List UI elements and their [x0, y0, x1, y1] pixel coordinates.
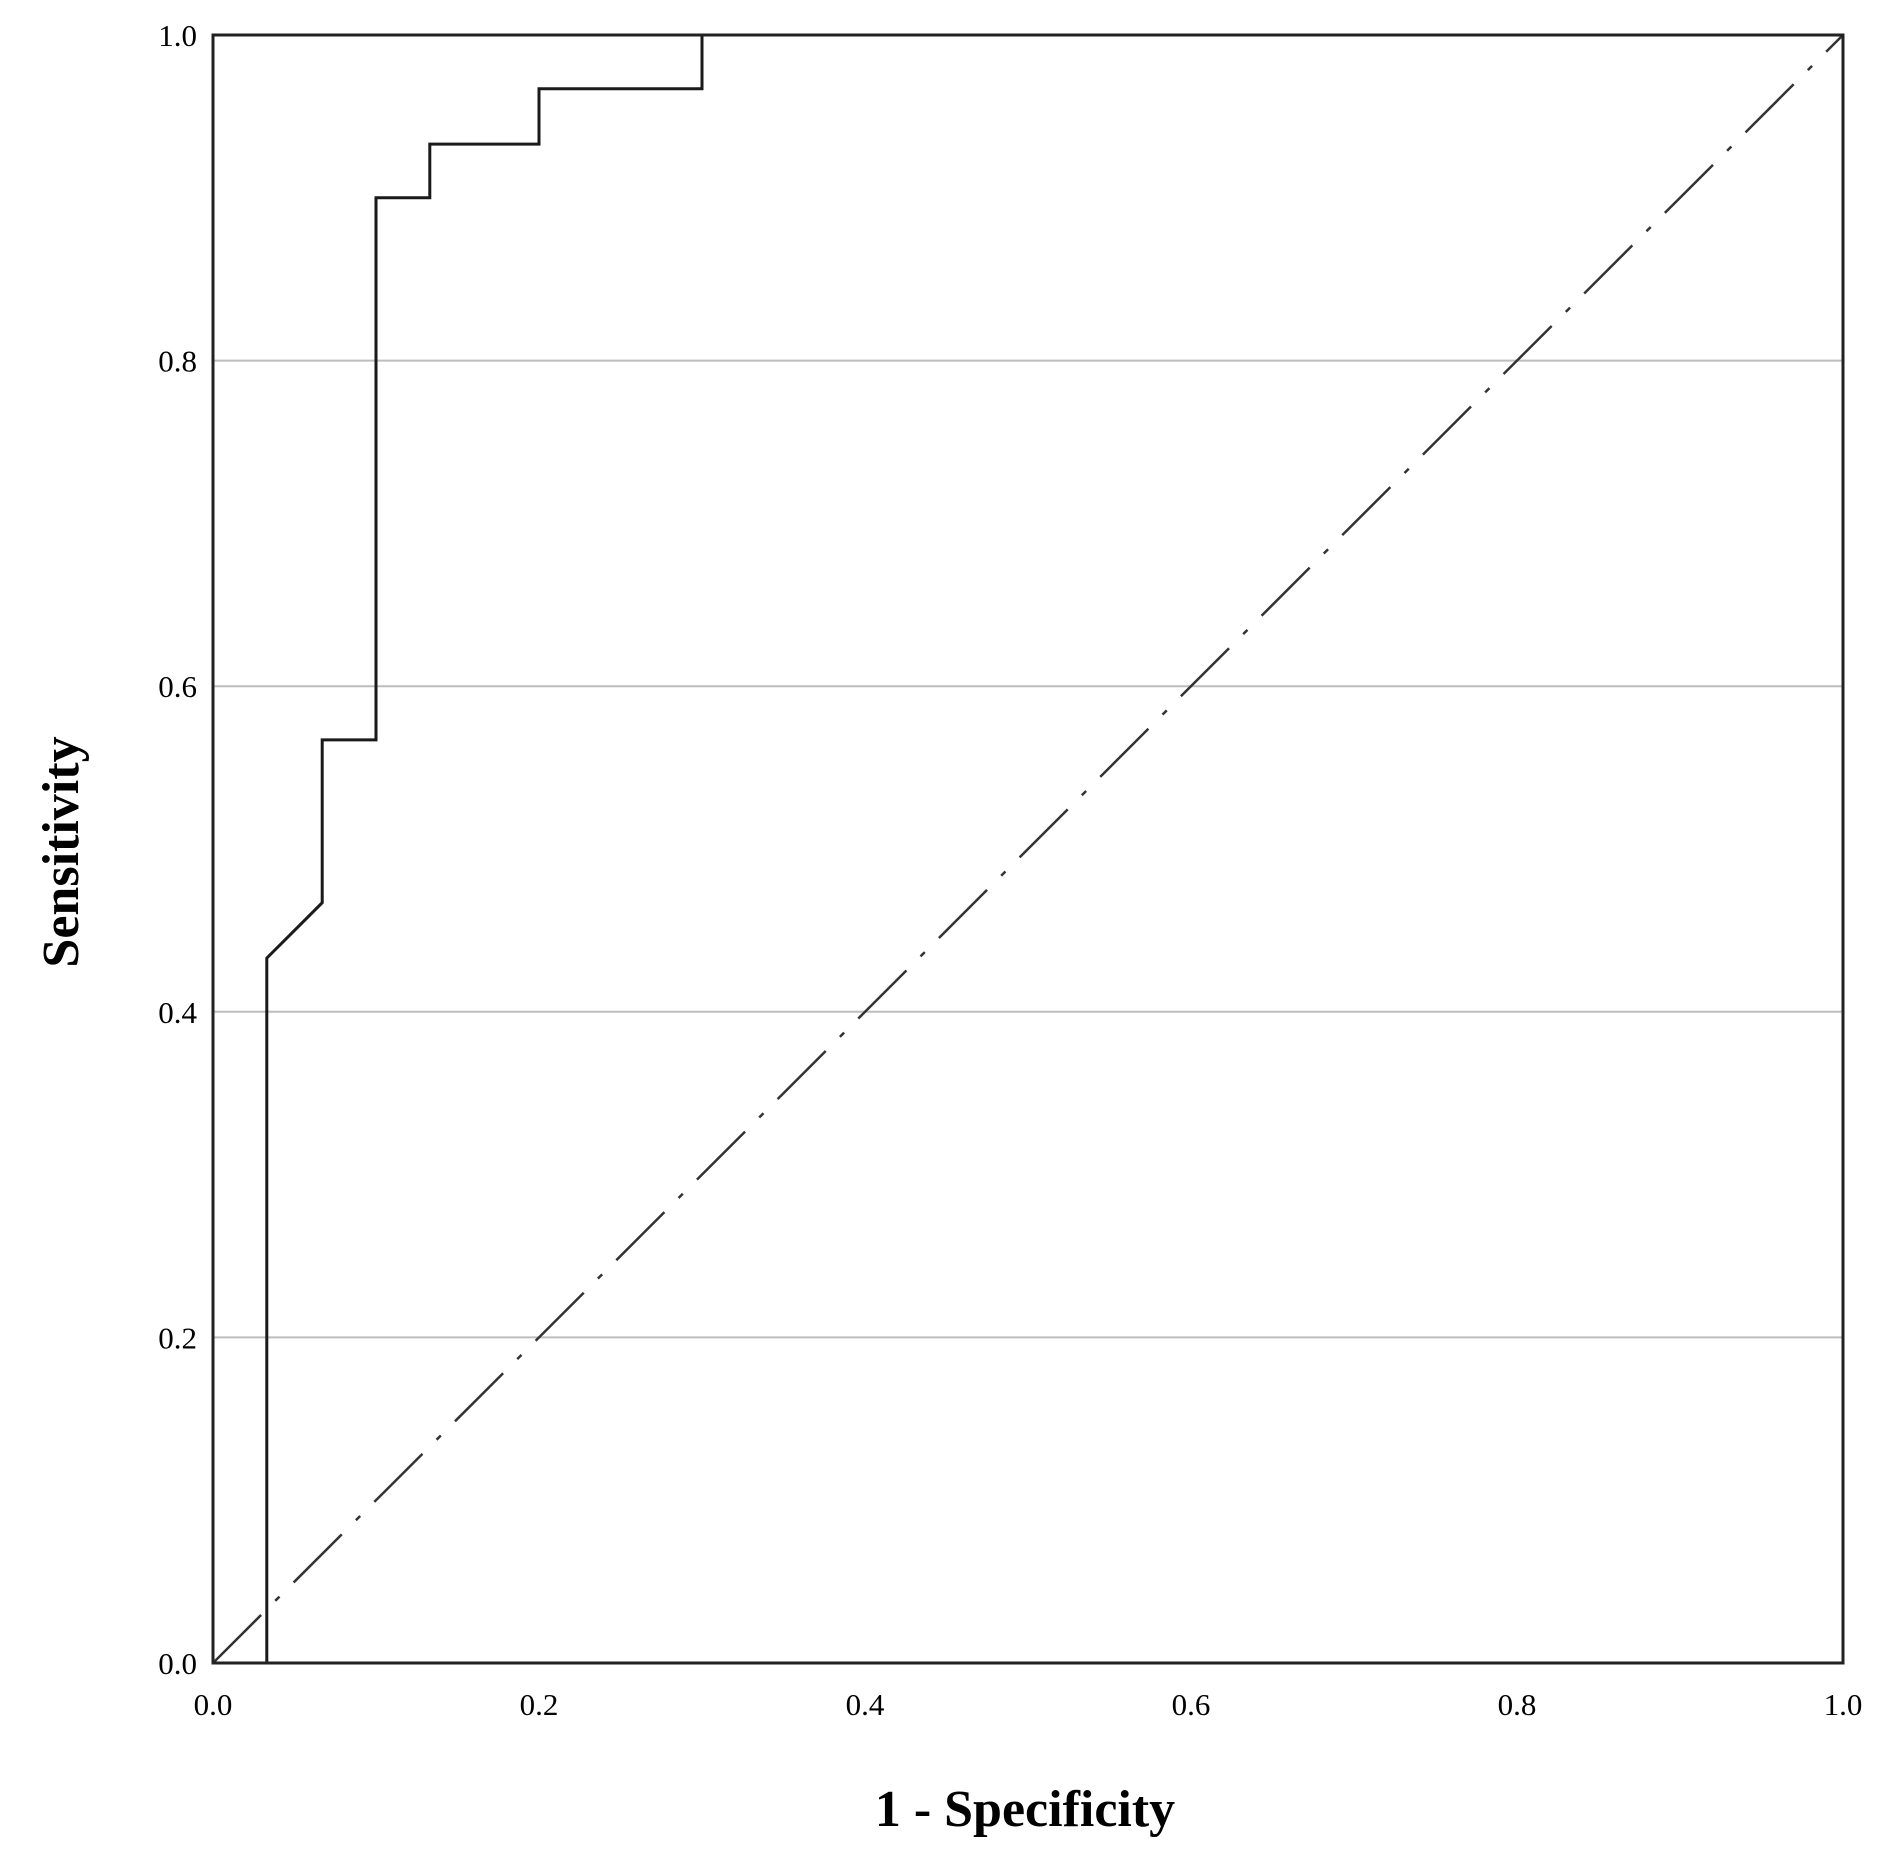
y-tick-label-1: 0.2 — [158, 1320, 197, 1355]
x-tick-label-3: 0.6 — [1172, 1687, 1211, 1722]
x-tick-label-2: 0.4 — [846, 1687, 885, 1722]
x-tick-label-5: 1.0 — [1824, 1687, 1863, 1722]
plot-frame — [211, 33, 1845, 1665]
series-group — [212, 33, 1844, 1665]
x-tick-labels: 0.0 0.2 0.4 0.6 0.8 1.0 — [194, 1687, 1863, 1722]
x-axis-label: 1 - Specificity — [875, 1781, 1175, 1838]
y-axis-label: Sensitivity — [33, 736, 90, 967]
y-tick-label-0: 0.0 — [158, 1646, 197, 1681]
y-tick-labels: 0.0 0.2 0.4 0.6 0.8 1.0 — [158, 18, 197, 1681]
x-tick-label-4: 0.8 — [1498, 1687, 1537, 1722]
gridlines — [213, 359, 1843, 1339]
x-tick-label-0: 0.0 — [194, 1687, 233, 1722]
y-tick-label-3: 0.6 — [158, 669, 197, 704]
y-tick-label-5: 1.0 — [158, 18, 197, 53]
roc-curve-line — [213, 33, 1843, 1665]
y-tick-label-4: 0.8 — [158, 344, 197, 379]
x-tick-label-1: 0.2 — [520, 1687, 559, 1722]
y-tick-label-2: 0.4 — [158, 995, 197, 1030]
reference-diagonal-line — [212, 34, 1844, 1664]
